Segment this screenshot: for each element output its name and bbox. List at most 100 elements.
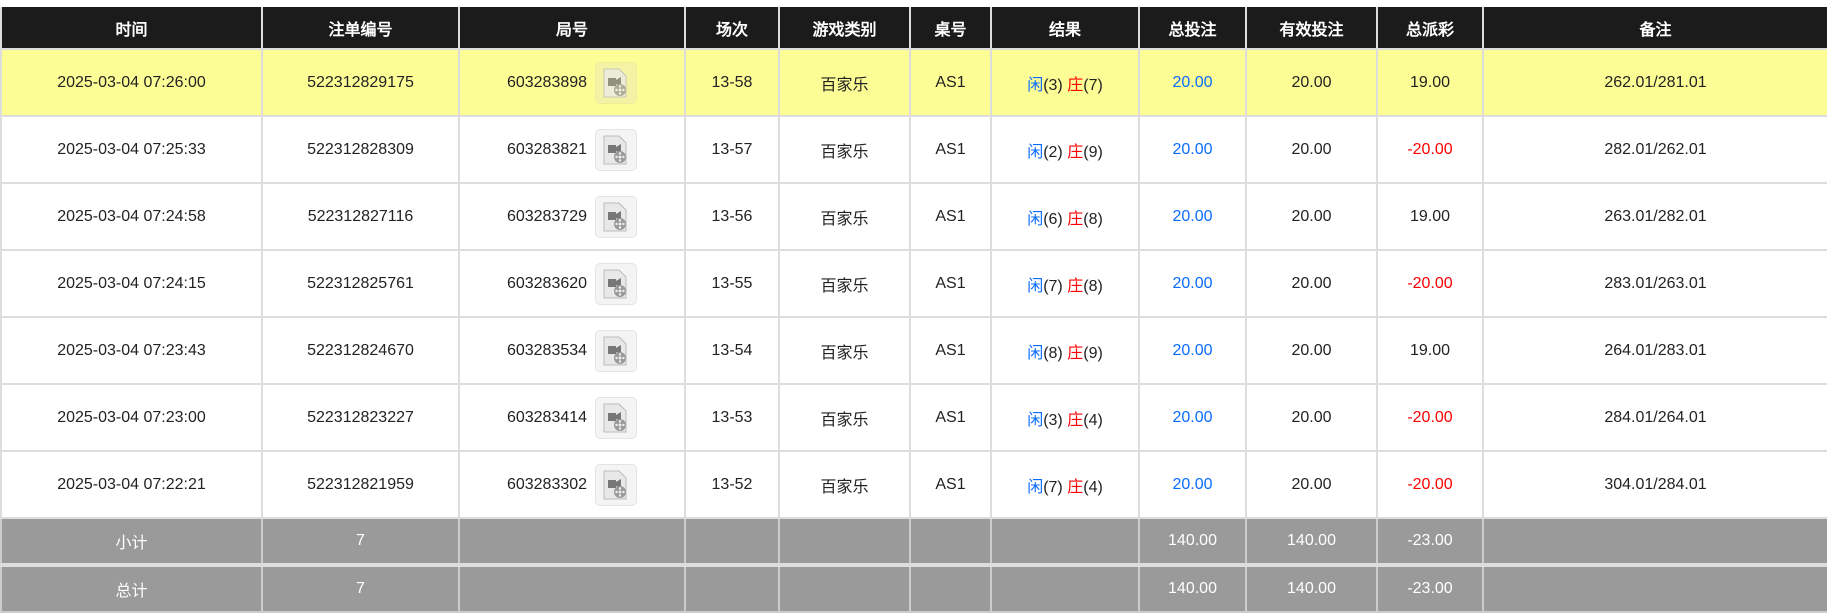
video-file-icon[interactable] xyxy=(595,463,638,506)
summary-label: 总计 xyxy=(0,563,263,613)
header-time: 时间 xyxy=(0,7,263,50)
banker-label: 庄 xyxy=(1067,344,1084,362)
banker-label: 庄 xyxy=(1067,277,1084,295)
round-number: 603283729 xyxy=(506,207,588,225)
summary-payout: -23.00 xyxy=(1376,517,1484,566)
player-label: 闲 xyxy=(1027,277,1044,295)
summary-total-bet: 140.00 xyxy=(1138,563,1247,613)
time-cell: 2025-03-04 07:26:00 xyxy=(0,48,263,117)
total-row: 总计 7 140.00 140.00 -23.00 xyxy=(0,563,1827,613)
game-type-cell: 百家乐 xyxy=(778,249,911,318)
total-bet-cell: 20.00 xyxy=(1138,48,1247,117)
payout-cell: -20.00 xyxy=(1376,450,1484,519)
table-cell: AS1 xyxy=(909,316,992,385)
summary-payout: -23.00 xyxy=(1376,563,1484,613)
player-score: (7) xyxy=(1043,277,1063,295)
total-bet-cell: 20.00 xyxy=(1138,383,1247,452)
table-header: 时间 注单编号 局号 场次 游戏类别 桌号 结果 总投注 有效投注 总派彩 备注 xyxy=(0,7,1827,50)
table-row: 2025-03-04 07:23:43 522312824670 603283534… xyxy=(0,316,1827,385)
player-score: (8) xyxy=(1043,344,1063,362)
table-cell: AS1 xyxy=(909,182,992,251)
header-result: 结果 xyxy=(990,7,1140,50)
result-cell: 闲(7) 庄(8) xyxy=(990,249,1140,318)
game-type-cell: 百家乐 xyxy=(778,48,911,117)
banker-label: 庄 xyxy=(1067,478,1084,496)
table-row: 2025-03-04 07:22:21 522312821959 603283302… xyxy=(0,450,1827,519)
game-type-cell: 百家乐 xyxy=(778,450,911,519)
round-number: 603283821 xyxy=(506,140,588,158)
bet-id-cell: 522312827116 xyxy=(261,182,460,251)
player-label: 闲 xyxy=(1027,344,1044,362)
player-label: 闲 xyxy=(1027,478,1044,496)
total-bet-cell: 20.00 xyxy=(1138,316,1247,385)
banker-score: (9) xyxy=(1083,143,1103,161)
empty-cell xyxy=(909,517,992,566)
game-type-cell: 百家乐 xyxy=(778,316,911,385)
banker-label: 庄 xyxy=(1067,411,1084,429)
time-cell: 2025-03-04 07:24:58 xyxy=(0,182,263,251)
result-cell: 闲(2) 庄(9) xyxy=(990,115,1140,184)
time-cell: 2025-03-04 07:22:21 xyxy=(0,450,263,519)
valid-bet-cell: 20.00 xyxy=(1245,450,1378,519)
video-file-icon[interactable] xyxy=(595,329,638,372)
bet-records-table: 时间 注单编号 局号 场次 游戏类别 桌号 结果 总投注 有效投注 总派彩 备注 2025-03-0… xyxy=(0,7,1827,613)
payout-cell: 19.00 xyxy=(1376,182,1484,251)
bet-id-cell: 522312821959 xyxy=(261,450,460,519)
bet-id-cell: 522312824670 xyxy=(261,316,460,385)
note-cell: 263.01/282.01 xyxy=(1482,182,1827,251)
valid-bet-cell: 20.00 xyxy=(1245,182,1378,251)
round-cell: 603283534 xyxy=(458,316,686,385)
round-number: 603283620 xyxy=(506,274,588,292)
valid-bet-cell: 20.00 xyxy=(1245,115,1378,184)
video-file-icon[interactable] xyxy=(595,262,638,305)
empty-cell xyxy=(778,517,911,566)
video-file-icon[interactable] xyxy=(595,195,638,238)
game-type-cell: 百家乐 xyxy=(778,115,911,184)
time-cell: 2025-03-04 07:25:33 xyxy=(0,115,263,184)
table-row: 2025-03-04 07:24:15 522312825761 603283620… xyxy=(0,249,1827,318)
video-file-icon[interactable] xyxy=(595,61,638,104)
game-type-cell: 百家乐 xyxy=(778,182,911,251)
summary-count: 7 xyxy=(261,563,460,613)
valid-bet-cell: 20.00 xyxy=(1245,316,1378,385)
empty-cell xyxy=(1482,517,1827,566)
round-number: 603283898 xyxy=(506,73,588,91)
round-cell: 603283821 xyxy=(458,115,686,184)
round-cell: 603283414 xyxy=(458,383,686,452)
note-cell: 284.01/264.01 xyxy=(1482,383,1827,452)
empty-cell xyxy=(990,517,1140,566)
header-table: 桌号 xyxy=(909,7,992,50)
video-file-icon[interactable] xyxy=(595,128,638,171)
session-cell: 13-56 xyxy=(684,182,780,251)
video-file-icon[interactable] xyxy=(595,396,638,439)
valid-bet-cell: 20.00 xyxy=(1245,383,1378,452)
payout-cell: 19.00 xyxy=(1376,48,1484,117)
empty-cell xyxy=(1482,563,1827,613)
payout-cell: -20.00 xyxy=(1376,115,1484,184)
banker-score: (4) xyxy=(1083,478,1103,496)
total-bet-cell: 20.00 xyxy=(1138,450,1247,519)
result-cell: 闲(3) 庄(4) xyxy=(990,383,1140,452)
table-row: 2025-03-04 07:25:33 522312828309 603283821… xyxy=(0,115,1827,184)
round-cell: 603283302 xyxy=(458,450,686,519)
banker-label: 庄 xyxy=(1067,76,1084,94)
banker-score: (7) xyxy=(1083,76,1103,94)
player-score: (6) xyxy=(1043,210,1063,228)
round-cell: 603283898 xyxy=(458,48,686,117)
table-cell: AS1 xyxy=(909,115,992,184)
empty-cell xyxy=(684,563,780,613)
result-cell: 闲(8) 庄(9) xyxy=(990,316,1140,385)
header-valid-bet: 有效投注 xyxy=(1245,7,1378,50)
round-number: 603283534 xyxy=(506,341,588,359)
summary-total-bet: 140.00 xyxy=(1138,517,1247,566)
empty-cell xyxy=(778,563,911,613)
valid-bet-cell: 20.00 xyxy=(1245,249,1378,318)
session-cell: 13-55 xyxy=(684,249,780,318)
header-payout: 总派彩 xyxy=(1376,7,1484,50)
banker-label: 庄 xyxy=(1067,210,1084,228)
payout-cell: 19.00 xyxy=(1376,316,1484,385)
player-score: (2) xyxy=(1043,143,1063,161)
header-note: 备注 xyxy=(1482,7,1827,50)
table-row: 2025-03-04 07:24:58 522312827116 603283729… xyxy=(0,182,1827,251)
header-game-type: 游戏类别 xyxy=(778,7,911,50)
